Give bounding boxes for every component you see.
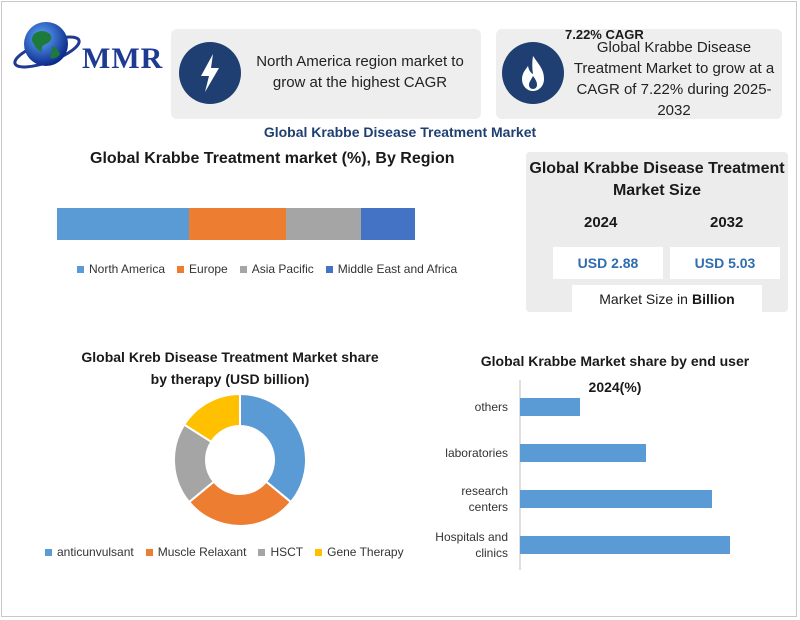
therapy-legend-item-gene-therapy: Gene Therapy <box>315 545 404 559</box>
cagr-highlight-text: Global Krabbe Disease Treatment Market t… <box>573 39 775 119</box>
highlight-card-cagr: Global Krabbe Disease Treatment Market t… <box>496 29 782 119</box>
legend-label: Europe <box>189 262 228 276</box>
market-size-panel: Global Krabbe Disease Treatment Market S… <box>526 152 788 312</box>
bar-segment-europe <box>189 208 287 240</box>
donut-slice-gene-therapy <box>182 392 241 444</box>
highlight-card-region: North America region market to grow at t… <box>171 29 481 119</box>
region-legend-item-europe: Europe <box>177 262 228 276</box>
therapy-legend: anticunvulsant Muscle Relaxant HSCT Gene Th… <box>45 545 416 559</box>
region-legend-item-middle-east-and-africa: Middle East and Africa <box>325 262 458 276</box>
region-stacked-bar <box>57 208 415 240</box>
legend-label: Middle East and Africa <box>337 262 458 276</box>
category-label-hospitals-and-clinics: Hospitals and clinics <box>435 530 508 560</box>
year-2032: 2032 <box>710 214 744 231</box>
legend-swatch <box>177 265 185 273</box>
category-label-others: others <box>475 400 508 414</box>
legend-label: HSCT <box>270 545 304 559</box>
legend-swatch <box>258 548 266 556</box>
legend-swatch <box>315 548 323 556</box>
bar-laboratories <box>520 444 646 462</box>
donut-slice-anticunvulsant <box>239 392 307 504</box>
bar-segment-middle-east-and-africa <box>361 208 415 240</box>
region-legend-item-north-america: North America <box>77 262 165 276</box>
cagr-label: 7.22% CAGR <box>565 27 644 42</box>
bar-research-centers <box>520 490 712 508</box>
legend-label: anticunvulsant <box>57 545 134 559</box>
logo-text: MMR <box>82 42 164 75</box>
therapy-legend-item-anticunvulsant: anticunvulsant <box>45 545 134 559</box>
legend-label: Gene Therapy <box>327 545 404 559</box>
legend-swatch <box>77 265 84 273</box>
therapy-legend-item-muscle-relaxant: Muscle Relaxant <box>145 545 247 559</box>
category-label-research-centers: research centers <box>461 484 508 514</box>
legend-swatch <box>145 548 153 556</box>
bar-segment-north-america <box>57 208 190 240</box>
lightning-icon <box>179 42 241 104</box>
region-legend-item-asia-pacific: Asia Pacific <box>239 262 314 276</box>
therapy-donut-chart <box>173 392 307 527</box>
legend-swatch <box>45 548 52 556</box>
legend-label: Muscle Relaxant <box>157 545 247 559</box>
unit-note: Market Size in Billion <box>572 285 762 312</box>
year-2024: 2024 <box>584 214 618 231</box>
end-user-bar-chart: others laboratories research centers Hospita… <box>435 380 730 570</box>
legend-swatch <box>325 265 333 273</box>
main-title: Global Krabbe Disease Treatment Market <box>263 124 537 140</box>
bar-hospitals-and-clinics <box>520 536 730 554</box>
legend-swatch <box>239 265 247 273</box>
flame-icon <box>502 42 564 104</box>
legend-label: Asia Pacific <box>251 262 314 276</box>
region-chart-title: Global Krabbe Treatment market (%), By R… <box>90 150 455 167</box>
therapy-legend-item-hsct: HSCT <box>258 545 303 559</box>
region-legend: North America Europe Asia Pacific Middle Ea… <box>77 262 469 276</box>
donut-slice-muscle-relaxant <box>187 480 293 527</box>
unit-bold: Billion <box>691 290 735 307</box>
bar-others <box>520 398 580 416</box>
value-2032: USD 5.03 <box>670 247 780 279</box>
mmr-logo: MMR <box>12 16 162 76</box>
globe-icon <box>13 22 81 69</box>
bar-segment-asia-pacific <box>286 208 362 240</box>
region-highlight-text: North America region market to grow at t… <box>256 53 464 91</box>
category-label-laboratories: laboratories <box>445 446 508 460</box>
value-2024: USD 2.88 <box>553 247 663 279</box>
therapy-chart-title: Global Kreb Disease Treatment Market sha… <box>81 349 379 387</box>
legend-label: North America <box>89 262 166 276</box>
end-user-chart-title: Global Krabbe Market share by end user 2… <box>480 353 750 395</box>
unit-prefix: Market Size in <box>599 290 688 307</box>
market-size-title: Global Krabbe Disease Treatment Market S… <box>529 160 785 199</box>
